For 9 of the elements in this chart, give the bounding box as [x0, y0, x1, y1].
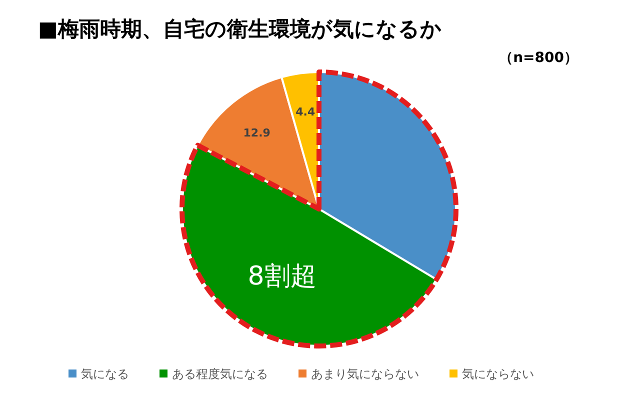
- chart-title: ■梅雨時期、自宅の衛生環境が気になるか: [38, 17, 442, 41]
- chart-subtitle: （n=800）: [499, 50, 578, 66]
- legend-label: あまり気にならない: [311, 367, 419, 381]
- legend-label: 気になる: [81, 367, 129, 381]
- legend-label: 気にならない: [462, 367, 534, 381]
- data-label: 12.9: [243, 126, 270, 140]
- data-label: 4.4: [296, 105, 316, 118]
- text: 8割超: [248, 262, 316, 292]
- legend-label: ある程度気になる: [172, 367, 268, 381]
